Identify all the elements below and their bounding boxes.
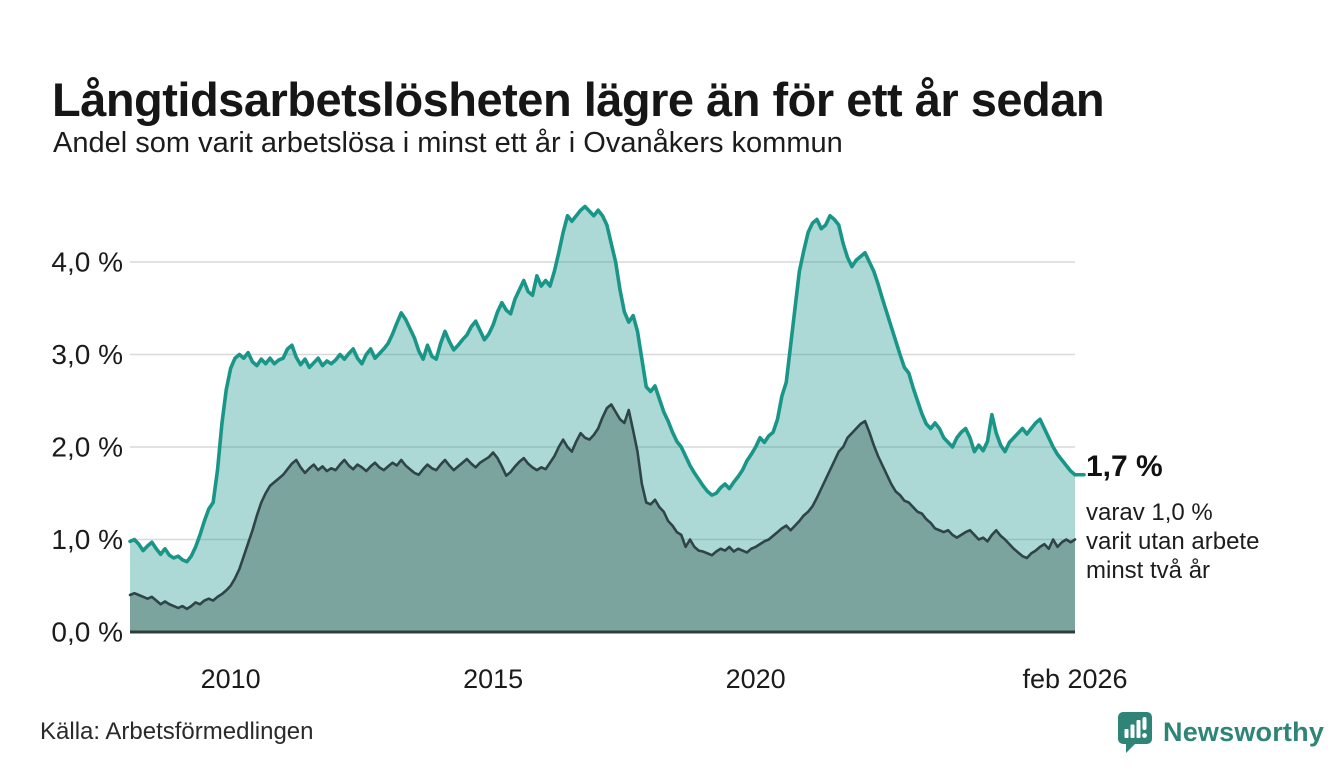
x-axis-tick-label: 2020 bbox=[726, 664, 786, 694]
y-axis-tick-label: 3,0 % bbox=[51, 339, 123, 370]
latest-value-label: 1,7 % bbox=[1086, 450, 1163, 483]
annotation-line-2: varit utan arbete bbox=[1086, 528, 1260, 555]
x-axis-tick-label: 2010 bbox=[201, 664, 261, 694]
annotation-line-1: varav 1,0 % bbox=[1086, 499, 1213, 526]
annotation-line-3: minst två år bbox=[1086, 557, 1211, 584]
x-axis-tick-label: feb 2026 bbox=[1022, 664, 1127, 694]
y-axis-tick-label: 4,0 % bbox=[51, 247, 123, 278]
annotation-detail: varav 1,0 % varit utan arbete minst två … bbox=[1086, 498, 1336, 585]
page-subtitle: Andel som varit arbetslösa i minst ett å… bbox=[53, 127, 843, 159]
newsworthy-wordmark: Newsworthy bbox=[1163, 716, 1325, 747]
page-title: Långtidsarbetslösheten lägre än för ett … bbox=[52, 73, 1105, 127]
x-axis-tick-label: 2015 bbox=[463, 664, 523, 694]
line-minst-ett-ar bbox=[128, 204, 1077, 564]
y-axis-tick-label: 0,0 % bbox=[51, 617, 123, 648]
y-axis-tick-label: 1,0 % bbox=[51, 524, 123, 555]
newsworthy-bubble-icon bbox=[1118, 712, 1152, 753]
y-axis-tick-label: 2,0 % bbox=[51, 432, 123, 463]
line-minst-tva-ar bbox=[128, 403, 1077, 611]
area-minst-tva-ar bbox=[130, 404, 1075, 632]
end-value-annotation: 1,7 % varav 1,0 % varit utan arbete mins… bbox=[1086, 450, 1336, 585]
source-credit: Källa: Arbetsförmedlingen bbox=[40, 718, 314, 745]
newsworthy-logo: Newsworthy bbox=[1116, 710, 1324, 754]
